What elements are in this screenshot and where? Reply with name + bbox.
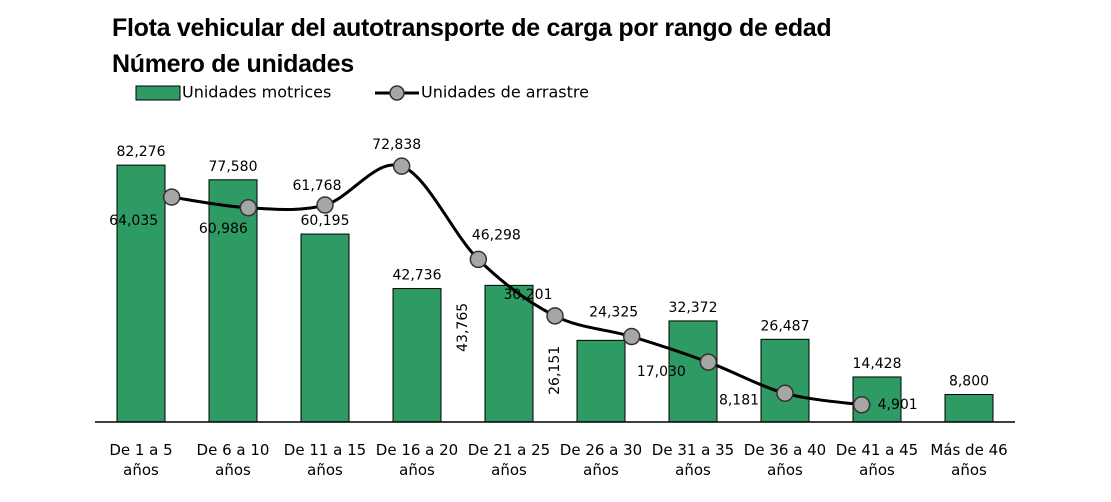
line-marker: [162, 188, 181, 206]
data-label: 43,765: [455, 303, 471, 352]
bar: [392, 288, 442, 423]
data-label: 64,035: [109, 213, 158, 229]
x-tick-label: De 41 a 45 años: [835, 441, 919, 479]
legend-label: Unidades de arrastre: [421, 83, 589, 102]
bar: [484, 284, 534, 423]
chart-subtitle: Número de unidades: [112, 50, 354, 78]
x-tick-label: De 6 a 10 años: [196, 441, 270, 479]
data-label: 60,986: [199, 221, 248, 237]
x-tick-label: Más de 46 años: [930, 441, 1008, 479]
data-label: 17,030: [637, 364, 686, 380]
legend-marker: [389, 85, 405, 101]
line-marker: [852, 396, 871, 414]
bar: [576, 339, 626, 423]
bar: [668, 320, 718, 423]
legend-swatch: [135, 85, 181, 101]
data-label: 42,736: [393, 268, 442, 284]
data-label: 82,276: [117, 144, 166, 160]
x-tick-label: De 1 a 5 años: [109, 441, 173, 479]
line-marker: [699, 353, 718, 371]
x-tick-label: De 11 a 15 años: [283, 441, 367, 479]
line: [171, 163, 862, 407]
data-label: 8,181: [719, 392, 759, 408]
data-label: 24,325: [589, 305, 638, 321]
chart-title: Flota vehicular del autotransporte de ca…: [112, 14, 832, 42]
line-marker: [316, 196, 334, 214]
data-label: 61,768: [293, 178, 342, 194]
line-marker: [776, 384, 794, 403]
x-tick-label: De 16 a 20 años: [375, 441, 459, 479]
x-tick-label: De 21 a 25 años: [467, 441, 551, 479]
data-label: 77,580: [209, 159, 258, 175]
bar: [760, 338, 810, 423]
bar: [116, 164, 166, 423]
data-label: 4,901: [878, 397, 918, 413]
x-tick-label: De 26 a 30 años: [559, 441, 643, 479]
x-tick-label: De 36 a 40 años: [743, 441, 827, 479]
data-label: 46,298: [472, 227, 521, 243]
x-tick-label: De 31 a 35 años: [651, 441, 735, 479]
data-label: 14,428: [853, 356, 902, 372]
line-marker: [622, 327, 641, 346]
data-label: 30,201: [504, 287, 553, 303]
data-label: 72,838: [372, 137, 421, 153]
data-label: 26,151: [547, 346, 563, 395]
line-marker: [239, 199, 258, 217]
data-label: 26,487: [761, 318, 810, 334]
legend-label: Unidades motrices: [182, 83, 331, 102]
line-marker: [546, 307, 564, 325]
line-marker: [392, 157, 411, 175]
data-label: 8,800: [949, 374, 989, 390]
data-label: 32,372: [669, 300, 718, 316]
bar: [300, 233, 350, 423]
line-marker: [469, 250, 488, 269]
data-label: 60,195: [301, 213, 350, 229]
bar: [944, 394, 994, 423]
